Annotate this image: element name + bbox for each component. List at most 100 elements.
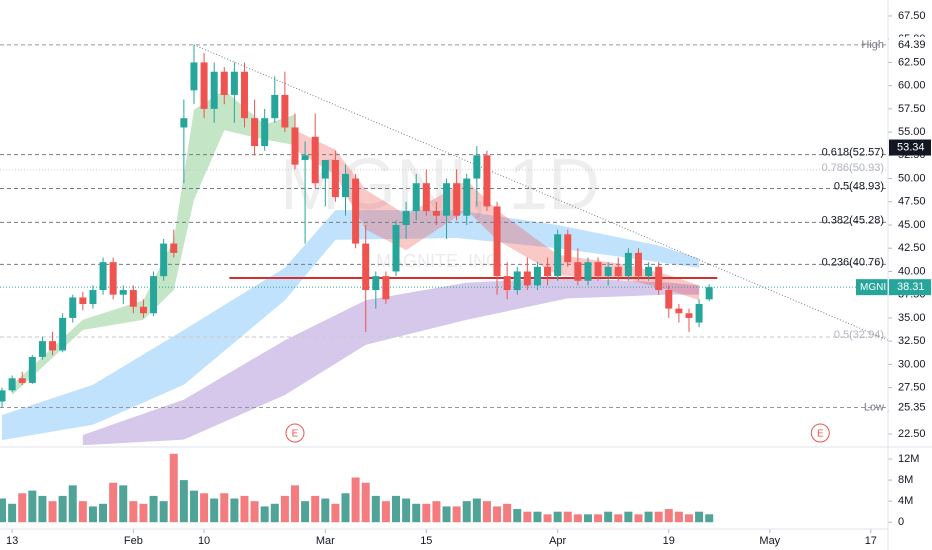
volume-bar <box>543 514 552 523</box>
candle-body <box>513 271 521 291</box>
volume-bar <box>371 495 380 523</box>
volume-bar <box>614 514 623 523</box>
y-tick-label: 67.50 <box>898 10 926 22</box>
earnings-label: E <box>292 429 299 440</box>
candle-body <box>614 266 622 277</box>
volume-bar <box>351 477 360 523</box>
candle-body <box>220 71 228 95</box>
volume-bar <box>695 511 704 523</box>
candle-body <box>594 262 602 277</box>
y-tick-label: 42.50 <box>898 242 926 254</box>
candle-body <box>382 276 390 300</box>
candle-body <box>665 290 673 309</box>
volume-bar <box>664 509 673 523</box>
candle-body <box>372 276 380 291</box>
y-tick-label: 60.00 <box>898 80 926 92</box>
candle-body <box>533 266 541 286</box>
candle-body <box>271 94 279 119</box>
x-tick-label: Feb <box>124 535 143 547</box>
y-tick-label: 27.50 <box>898 381 926 393</box>
volume-bar <box>179 480 188 523</box>
volume-bar <box>482 501 491 523</box>
candle-body <box>453 183 461 216</box>
candle-body <box>281 94 289 128</box>
volume-bar <box>402 498 411 523</box>
candle-body <box>432 211 440 216</box>
candle-body <box>362 243 370 291</box>
marker-value: 53.34 <box>897 141 925 153</box>
candle-body <box>463 178 471 216</box>
candle-body <box>230 71 238 95</box>
volume-bar <box>280 495 289 523</box>
candle-body <box>150 276 158 314</box>
earnings-label: E <box>817 429 824 440</box>
candle-body <box>109 262 117 295</box>
volume-bar <box>644 511 653 523</box>
candle-body <box>584 262 592 281</box>
volume-bar <box>189 490 198 523</box>
marker-box <box>889 139 931 156</box>
volume-bar <box>0 498 7 523</box>
candle-body <box>493 206 501 277</box>
candle-body <box>210 71 218 109</box>
price-pane: 0.618(52.57) 0.786(50.93) 0.5(48.93) 0.382(… <box>0 44 888 445</box>
y-tick-label: 57.50 <box>898 103 926 115</box>
volume-tick-label: 4M <box>898 495 913 507</box>
volume-bar <box>240 495 249 523</box>
candle-body <box>0 390 6 402</box>
volume-bar <box>341 493 350 523</box>
volume-bar <box>68 485 77 523</box>
volume-tick-label: 0 <box>898 516 904 528</box>
candle-body <box>705 287 713 300</box>
x-tick-label: 10 <box>198 535 210 547</box>
candle-body <box>331 159 339 198</box>
volume-bar <box>604 511 613 523</box>
last-box <box>889 279 931 296</box>
volume-bar <box>452 506 461 523</box>
volume-bar <box>18 493 27 523</box>
candle-body <box>422 183 430 212</box>
candle-body <box>321 159 329 179</box>
candle-body <box>685 313 693 318</box>
volume-bar <box>594 514 603 523</box>
y-tick-label: 55.00 <box>898 126 926 138</box>
volume-bar <box>149 495 158 523</box>
candle-body <box>311 136 319 184</box>
volume-bar <box>361 482 370 523</box>
candle-body <box>129 290 137 307</box>
candle-body <box>402 211 410 226</box>
low-label: Low <box>864 401 884 413</box>
fib-label: 0.236(40.76) <box>822 256 884 268</box>
candle-body <box>28 356 36 383</box>
volume-bar <box>119 485 128 523</box>
volume-bar <box>422 503 431 523</box>
candle-body <box>59 317 67 351</box>
candle-body <box>261 118 269 147</box>
ma-band <box>2 210 700 441</box>
volume-bar <box>513 509 522 523</box>
candle-body <box>180 118 188 128</box>
volume-bar <box>290 485 299 523</box>
candle-body <box>160 243 168 277</box>
candle-body <box>523 271 531 286</box>
fib-label: 0.786(50.93) <box>822 162 884 174</box>
volume-bar <box>129 501 138 523</box>
volume-bar <box>553 511 562 523</box>
volume-bar <box>472 498 481 523</box>
volume-bar <box>250 501 259 523</box>
candle-body <box>251 118 259 147</box>
ma-band <box>12 90 295 396</box>
symbol-box <box>856 279 888 296</box>
volume-bar <box>392 495 401 523</box>
x-tick-label: Mar <box>316 535 335 547</box>
volume-bar <box>432 501 441 523</box>
candle-body <box>443 183 451 216</box>
volume-bar <box>230 498 239 523</box>
volume-bar <box>210 498 219 523</box>
fib-label: 0.618(52.57) <box>822 147 884 159</box>
volume-bar <box>139 503 148 523</box>
candle-body <box>473 155 481 179</box>
candle-body <box>89 290 97 304</box>
candle-body <box>49 341 57 351</box>
candle-body <box>503 276 511 291</box>
